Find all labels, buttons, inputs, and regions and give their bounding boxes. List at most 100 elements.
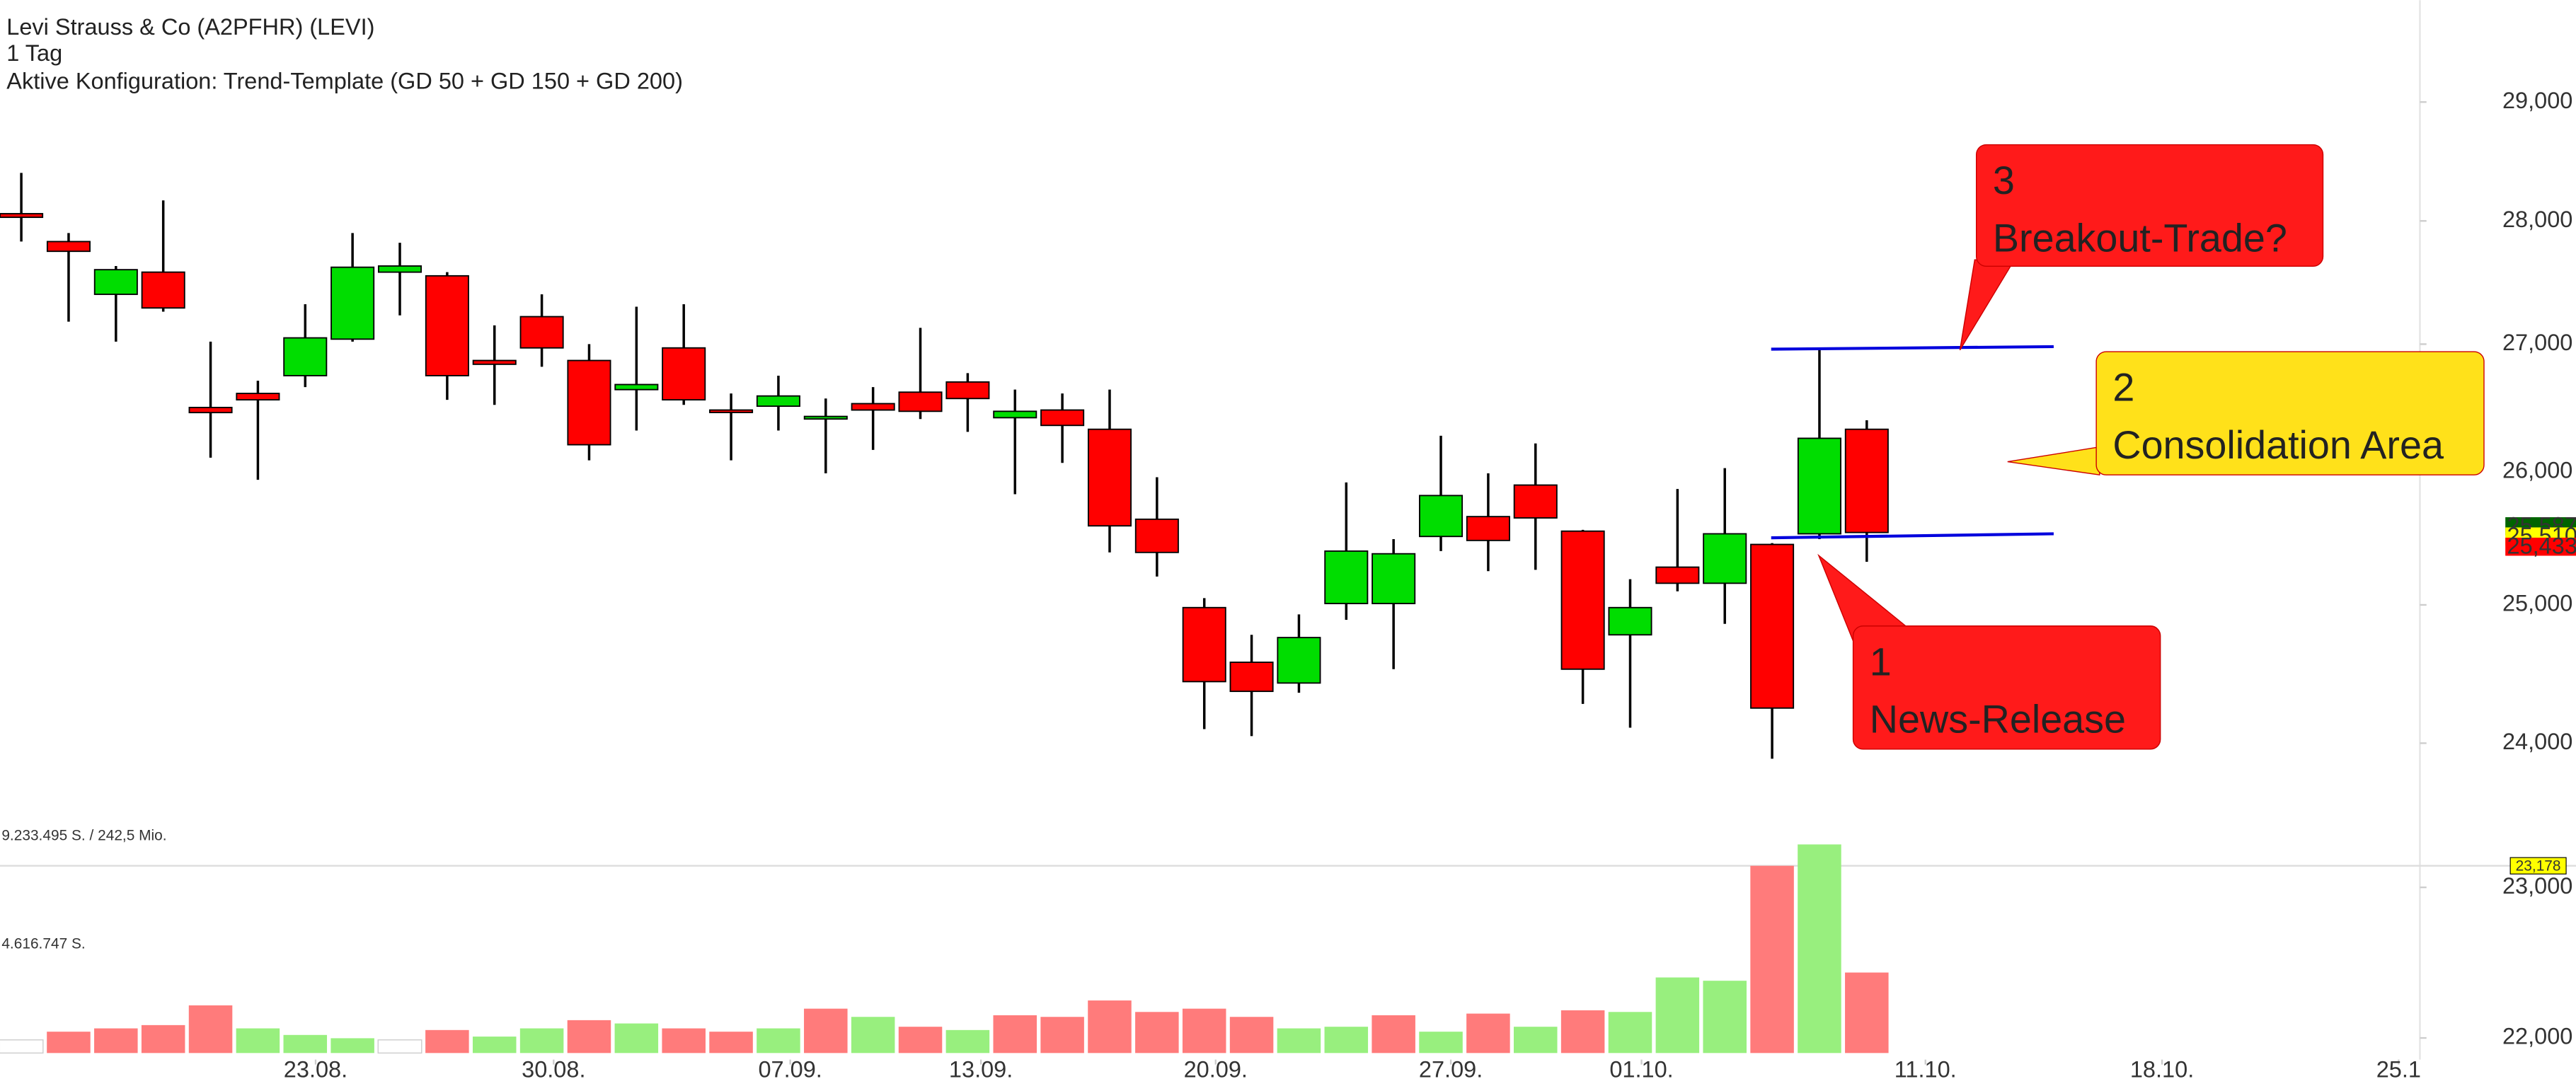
volume-bar — [1277, 1028, 1321, 1054]
candle-body — [803, 415, 848, 420]
volume-bar — [1229, 1017, 1274, 1054]
price-label: 25,433 — [2507, 533, 2576, 558]
callout: 3 Breakout-Trade? — [1959, 144, 2324, 351]
x-tick-label: 18.10. — [2130, 1056, 2194, 1082]
x-tick-label: 27.09. — [1419, 1056, 1483, 1082]
candle-body — [993, 410, 1037, 419]
volume-bar — [283, 1034, 328, 1054]
candle-body — [1324, 550, 1369, 604]
candle-body — [1703, 533, 1747, 584]
volume-bar — [94, 1028, 138, 1054]
volume-marker-box — [2509, 857, 2567, 874]
volume-bar — [1182, 1008, 1226, 1054]
volume-bar — [1703, 981, 1747, 1054]
candle-body — [851, 403, 895, 411]
callout: 2 Consolidation Area — [2007, 351, 2485, 475]
callout-box — [1975, 144, 2324, 267]
candle-body — [1750, 543, 1795, 709]
x-tick-label: 23.08. — [284, 1056, 347, 1082]
volume-bar — [1135, 1012, 1179, 1054]
chart-subtitle: 1 Tag — [6, 40, 62, 66]
volume-bar — [567, 1020, 611, 1054]
candle-body — [898, 391, 943, 412]
trend-line — [1771, 345, 2054, 351]
volume-bar — [330, 1038, 374, 1054]
candle-body — [614, 383, 659, 391]
callout-box — [2095, 351, 2485, 475]
volume-bar — [1466, 1013, 1510, 1054]
y-tick-label: 22,000 — [2502, 1024, 2572, 1049]
y-tick-label: 24,000 — [2502, 729, 2572, 754]
y-tick-label: 28,000 — [2502, 207, 2572, 232]
candle-body — [1608, 606, 1652, 636]
volume-bar — [993, 1015, 1037, 1054]
candle-body — [472, 359, 517, 365]
candle-body — [709, 409, 754, 413]
volume-bar — [1514, 1027, 1558, 1054]
callout-number: 2 — [2112, 366, 2134, 410]
x-tick-label: 11.10. — [1894, 1056, 1957, 1082]
volume-bar — [1560, 1010, 1605, 1054]
y-tick-label: 23,000 — [2502, 873, 2572, 899]
callout-number: 3 — [1993, 158, 2015, 202]
x-tick-label: 07.09. — [758, 1056, 822, 1082]
candle-body — [945, 381, 990, 400]
volume-bar — [1088, 1000, 1132, 1054]
candle-body — [1134, 518, 1179, 553]
volume-bar — [614, 1023, 659, 1054]
candle-body — [141, 271, 185, 309]
candle-body — [377, 265, 422, 273]
candle-body — [1182, 606, 1226, 683]
x-tick-label: 30.08. — [522, 1056, 585, 1082]
callout-text: Breakout-Trade? — [1993, 216, 2287, 260]
volume-bar — [425, 1029, 469, 1054]
volume-bar — [757, 1028, 800, 1054]
price-label-box — [2505, 537, 2576, 556]
callout-text: Consolidation Area — [2112, 423, 2444, 467]
volume-bar — [377, 1039, 422, 1054]
callout-box — [1852, 625, 2161, 750]
volume-bar — [1750, 865, 1794, 1054]
candle-body — [1513, 484, 1558, 519]
y-tick-label: 26,000 — [2502, 458, 2572, 483]
candle-body — [330, 266, 375, 340]
volume-bar — [472, 1037, 517, 1054]
candle-body — [567, 359, 611, 446]
config-label: Aktive Konfiguration: Trend-Template (GD… — [6, 69, 683, 94]
candle-body — [283, 337, 328, 376]
candle-body — [662, 347, 706, 401]
candle-body — [1229, 662, 1274, 693]
volume-bar — [945, 1029, 990, 1054]
candle-body — [1560, 530, 1605, 670]
volume-bar — [1845, 972, 1889, 1054]
volume-bar — [804, 1008, 848, 1054]
x-tick-label: 01.10. — [1609, 1056, 1673, 1082]
volume-bar — [1324, 1027, 1369, 1054]
volume-tick-label: 4.616.747 S. — [1, 936, 85, 952]
volume-marker-label: 23,178 — [2516, 858, 2561, 874]
y-tick-label: 25,000 — [2502, 591, 2572, 616]
candle-body — [1040, 409, 1085, 427]
callout: 1 News-Release — [1817, 553, 2161, 750]
candle-body — [1797, 437, 1841, 535]
candle-body — [1655, 566, 1700, 584]
candle-body — [236, 393, 280, 401]
volume-bar — [141, 1024, 185, 1054]
volume-bar — [188, 1005, 233, 1054]
x-tick-label: 20.09. — [1184, 1056, 1248, 1082]
candle-body — [756, 395, 800, 408]
y-tick-label: 29,000 — [2502, 88, 2572, 113]
callout-text: News-Release — [1870, 698, 2126, 741]
candle-body — [93, 269, 138, 295]
volume-bar — [519, 1028, 564, 1054]
candle-body — [519, 316, 564, 349]
volume-bar — [47, 1032, 91, 1054]
chart-title: Levi Strauss & Co (A2PFHR) (LEVI) — [6, 14, 374, 40]
volume-bar — [1040, 1017, 1084, 1054]
candle-body — [0, 213, 44, 219]
volume-tick-label: 9.233.495 S. / 242,5 Mio. — [1, 827, 166, 843]
volume-bar — [662, 1028, 706, 1054]
volume-bar — [236, 1028, 280, 1054]
candle-body — [1844, 428, 1889, 533]
